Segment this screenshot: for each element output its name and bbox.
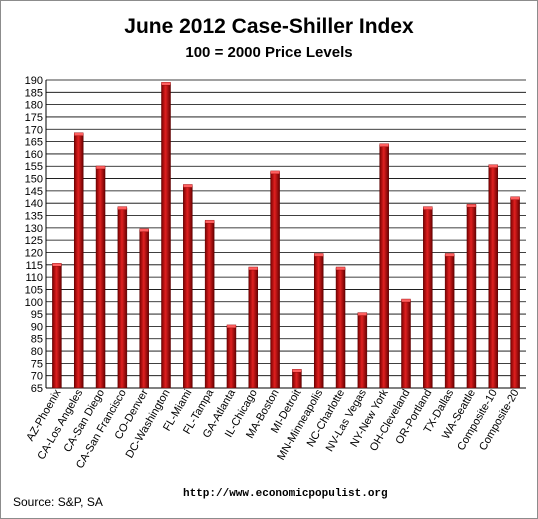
y-tick-label: 140 — [25, 198, 43, 210]
bar-il-chicago — [248, 268, 259, 389]
y-tick-label: 170 — [25, 124, 43, 136]
y-tick-label: 105 — [25, 284, 43, 296]
bar-tx-dallas — [444, 254, 455, 389]
y-tick-label: 100 — [25, 297, 43, 309]
bar-ca-san-diego — [95, 167, 106, 389]
bar-cap — [270, 170, 280, 175]
y-tick-label: 75 — [31, 358, 43, 370]
y-tick-label: 85 — [31, 334, 43, 346]
bar-ga-atlanta — [226, 326, 237, 389]
y-axis-ticks: 6570758085909510010511011512012513013514… — [25, 75, 43, 395]
y-tick-label: 150 — [25, 174, 43, 186]
y-tick-label: 165 — [25, 137, 43, 149]
y-tick-label: 185 — [25, 87, 43, 99]
bar-cap — [314, 253, 324, 257]
y-tick-label: 65 — [31, 383, 43, 395]
y-tick-label: 125 — [25, 235, 43, 247]
bar-nv-las-vegas — [357, 313, 368, 389]
y-tick-label: 120 — [25, 247, 43, 259]
bar-or-portland — [423, 207, 433, 389]
source-note: Source: S&P, SA — [13, 495, 103, 509]
bar-wa-seattle — [466, 205, 477, 389]
bar-chart: 6570758085909510010511011512012513013514… — [24, 75, 526, 471]
bar-cap — [335, 266, 346, 271]
bar-cap — [248, 266, 258, 271]
y-tick-label: 95 — [31, 309, 43, 321]
y-tick-label: 70 — [31, 371, 43, 383]
bar-nc-charlotte — [335, 268, 346, 389]
bar-fl-miami — [183, 185, 193, 389]
y-tick-label: 115 — [25, 260, 43, 272]
y-tick-label: 175 — [25, 112, 43, 124]
bar-cap — [161, 81, 171, 86]
y-tick-label: 130 — [25, 223, 43, 235]
bar-oh-cleveland — [401, 300, 411, 389]
y-tick-label: 180 — [25, 100, 43, 112]
bar-cap — [117, 206, 128, 210]
y-tick-label: 110 — [25, 272, 43, 284]
bar-ny-new-york — [379, 145, 389, 389]
bar-cap — [444, 253, 455, 257]
y-tick-label: 90 — [31, 321, 43, 333]
y-tick-label: 135 — [25, 211, 43, 223]
bar-co-denver — [139, 230, 149, 389]
bar-cap — [226, 324, 237, 329]
bar-ca-san-francisco — [117, 207, 128, 389]
y-tick-label: 160 — [25, 149, 43, 161]
bar-cap — [183, 184, 193, 188]
bar-cap — [95, 165, 106, 170]
source-url: http://www.economicpopulist.org — [183, 488, 388, 500]
bars — [52, 81, 520, 389]
bar-cap — [423, 206, 433, 210]
bar-mn-minneapolis — [313, 254, 324, 389]
bar-cap — [204, 219, 215, 224]
bar-cap — [292, 369, 302, 373]
bar-ca-los-angeles — [73, 133, 84, 389]
bar-az-phoenix — [52, 264, 62, 389]
bar-cap — [488, 164, 498, 168]
bar-cap — [74, 132, 84, 136]
bar-composite-10 — [488, 165, 499, 389]
bar-dc-washington — [161, 83, 171, 389]
bar-cap — [510, 196, 520, 200]
y-tick-label: 80 — [31, 346, 43, 358]
bar-cap — [401, 298, 411, 303]
chart-title: June 2012 Case-Shiller Index — [124, 15, 414, 38]
chart-subtitle: 100 = 2000 Price Levels — [185, 44, 353, 61]
y-tick-label: 155 — [25, 161, 43, 173]
bar-fl-tampa — [204, 221, 215, 389]
bar-cap — [466, 203, 477, 208]
bar-cap — [379, 143, 389, 147]
bar-mi-detroit — [292, 370, 302, 389]
y-tick-label: 145 — [25, 186, 43, 198]
bar-cap — [357, 312, 368, 316]
y-tick-label: 190 — [25, 75, 43, 87]
bar-cap — [139, 228, 149, 233]
bar-cap — [52, 263, 62, 267]
bar-composite-20 — [510, 198, 520, 389]
bar-ma-boston — [270, 172, 280, 389]
